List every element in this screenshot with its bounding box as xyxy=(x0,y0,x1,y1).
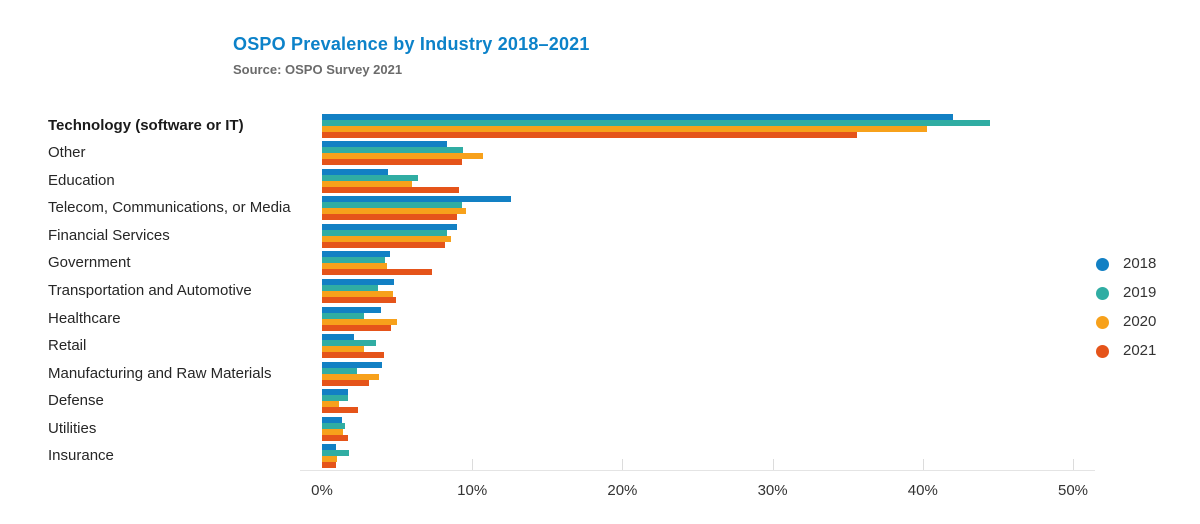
bar-2020-financial-services xyxy=(322,235,452,242)
category-label-other: Other xyxy=(48,144,86,162)
bar-2021-education xyxy=(322,186,459,193)
legend-label-2020: 2020 xyxy=(1123,313,1157,330)
bar-2021-technology-software-or-it xyxy=(322,131,857,138)
bar-2020-other xyxy=(322,153,483,160)
x-tick-mark-40 xyxy=(922,459,924,470)
bar-2018-other xyxy=(322,141,447,148)
legend-label-2021: 2021 xyxy=(1123,342,1157,359)
bar-2019-manufacturing-and-raw-materials xyxy=(322,367,357,374)
bar-2018-transportation-and-automotive xyxy=(322,279,395,285)
bar-2019-telecom-communications-or-media xyxy=(322,202,462,209)
x-tick-mark-50 xyxy=(1073,459,1074,470)
bar-2018-government xyxy=(322,251,390,258)
bar-2020-utilities xyxy=(322,428,344,435)
bar-2021-government xyxy=(322,269,432,276)
bar-2019-education xyxy=(322,174,419,181)
bar-2019-technology-software-or-it xyxy=(322,119,991,126)
bar-2020-insurance xyxy=(322,456,338,463)
legend-label-2019: 2019 xyxy=(1123,284,1157,301)
bar-2018-healthcare xyxy=(322,306,381,313)
category-label-retail: Retail xyxy=(48,337,87,355)
legend-label-2018: 2018 xyxy=(1123,255,1157,272)
category-label-healthcare: Healthcare xyxy=(48,309,121,327)
category-label-manufacturing-and-raw-materials: Manufacturing and Raw Materials xyxy=(48,364,272,382)
bar-2021-insurance xyxy=(322,462,336,469)
bar-2020-manufacturing-and-raw-materials xyxy=(322,373,380,380)
bar-2018-retail xyxy=(322,334,354,341)
bar-2019-other xyxy=(322,147,464,154)
category-label-government: Government xyxy=(48,254,131,272)
bar-2021-healthcare xyxy=(322,324,392,331)
bar-2018-insurance xyxy=(322,444,336,451)
category-label-insurance: Insurance xyxy=(48,447,114,465)
bar-2019-defense xyxy=(322,395,348,402)
bar-2020-telecom-communications-or-media xyxy=(322,208,467,215)
x-tick-mark-20 xyxy=(622,459,624,470)
x-tick-label-40: 40% xyxy=(907,482,938,499)
bar-2020-healthcare xyxy=(322,318,398,325)
x-axis-line xyxy=(300,470,1095,471)
bar-2018-financial-services xyxy=(322,223,458,230)
category-label-utilities: Utilities xyxy=(48,419,97,437)
bar-2018-technology-software-or-it xyxy=(322,113,953,120)
bar-2019-insurance xyxy=(322,450,350,457)
chart-subtitle: Source: OSPO Survey 2021 xyxy=(233,62,403,77)
bar-2020-transportation-and-automotive xyxy=(322,291,393,297)
category-label-financial-services: Financial Services xyxy=(48,226,170,244)
x-tick-label-20: 20% xyxy=(607,482,638,499)
category-label-technology-software-or-it: Technology (software or IT) xyxy=(48,116,244,134)
bar-2020-education xyxy=(322,180,413,187)
legend-dot-2018 xyxy=(1096,258,1109,271)
x-tick-label-30: 30% xyxy=(757,482,788,499)
category-label-defense: Defense xyxy=(48,392,104,410)
bar-2018-utilities xyxy=(322,416,342,423)
bar-2021-manufacturing-and-raw-materials xyxy=(322,379,369,386)
bar-2021-other xyxy=(322,159,462,166)
bar-2019-healthcare xyxy=(322,312,365,319)
x-tick-label-0: 0% xyxy=(311,482,333,499)
bar-2020-government xyxy=(322,263,387,270)
bar-2021-transportation-and-automotive xyxy=(322,297,396,303)
category-label-telecom-communications-or-media: Telecom, Communications, or Media xyxy=(48,199,291,217)
category-label-transportation-and-automotive: Transportation and Automotive xyxy=(48,282,252,299)
bar-2021-retail xyxy=(322,352,384,359)
bar-2021-defense xyxy=(322,407,359,414)
legend-dot-2020 xyxy=(1096,316,1109,329)
bar-2020-defense xyxy=(322,401,339,408)
bar-2019-financial-services xyxy=(322,229,447,236)
bar-2018-manufacturing-and-raw-materials xyxy=(322,361,383,368)
legend-dot-2019 xyxy=(1096,287,1109,300)
legend-dot-2021 xyxy=(1096,345,1109,358)
bar-2020-retail xyxy=(322,346,365,353)
bar-2018-telecom-communications-or-media xyxy=(322,196,512,203)
bar-2019-transportation-and-automotive xyxy=(322,285,378,291)
bar-2018-defense xyxy=(322,389,348,396)
bar-2021-utilities xyxy=(322,434,348,441)
x-tick-label-10: 10% xyxy=(457,482,488,499)
bar-2019-government xyxy=(322,257,386,264)
bar-2020-technology-software-or-it xyxy=(322,125,928,132)
x-tick-mark-30 xyxy=(772,459,774,470)
bar-2019-utilities xyxy=(322,422,345,429)
x-tick-label-50: 50% xyxy=(1057,482,1089,499)
category-label-education: Education xyxy=(48,171,115,189)
bar-2018-education xyxy=(322,168,389,175)
bar-2019-retail xyxy=(322,340,377,347)
x-tick-mark-10 xyxy=(472,459,474,470)
bar-2021-financial-services xyxy=(322,241,446,248)
chart-title: OSPO Prevalence by Industry 2018–2021 xyxy=(233,34,590,54)
bar-2021-telecom-communications-or-media xyxy=(322,214,458,221)
